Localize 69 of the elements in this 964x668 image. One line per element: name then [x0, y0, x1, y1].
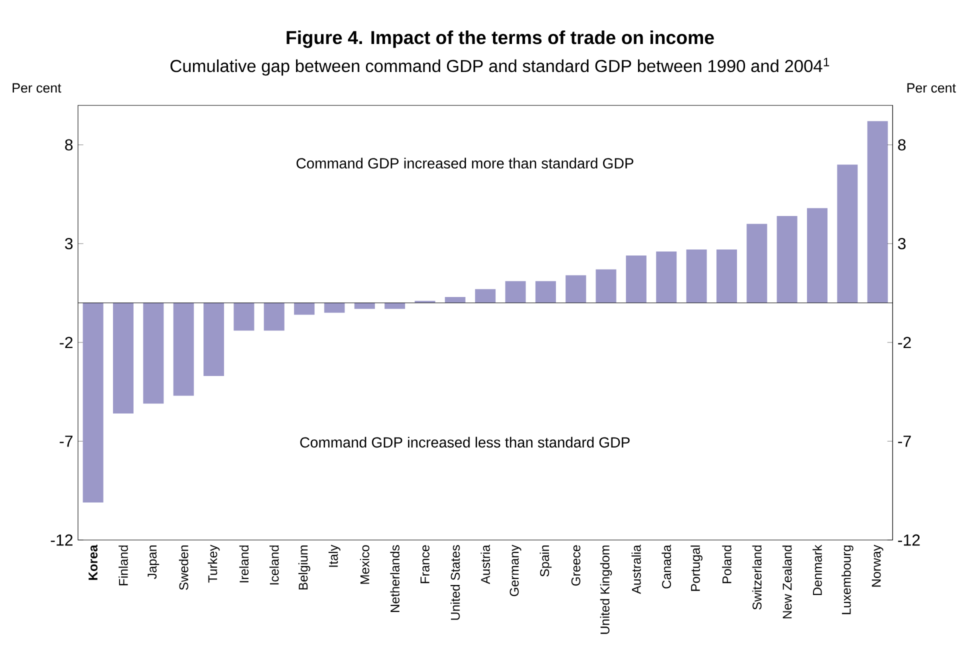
x-tick-label: Greece [571, 545, 580, 586]
bar [475, 289, 496, 303]
x-tick-label: Denmark [812, 544, 822, 596]
bar [656, 252, 677, 303]
y-tick-label: -12 [50, 534, 72, 546]
x-tick-label: Canada [662, 544, 672, 588]
x-tick-label: France [420, 545, 430, 584]
bar [505, 281, 526, 303]
chart-subtitle: Cumulative gap between command GDP and standard GDP between 1990 and 2004$^{1}$ [170, 58, 830, 76]
y2-tick-label: -2 [898, 336, 911, 348]
x-tick-label: Japan [148, 546, 160, 580]
bar [82, 302, 104, 502]
x-tick-label: Switzerland [752, 546, 762, 610]
x-tick-label: Australia [632, 544, 641, 594]
chart-title: Figure 4. Impact of the terms of trade on income [286, 30, 714, 48]
y2-axis-title: Per cent [907, 83, 956, 93]
x-tick-label: United States [450, 545, 460, 620]
bar [113, 302, 134, 414]
y2-tick-label: 3 [898, 238, 906, 250]
x-tick-label: Belgium [298, 546, 310, 590]
bar [234, 302, 254, 331]
x-tick-label: Luxembourg [842, 546, 854, 614]
y-axis-title: Per cent [12, 83, 62, 93]
annotation: Command GDP increased less than standard GDP [300, 436, 630, 448]
bar [716, 250, 737, 303]
x-tick-label: Korea [88, 544, 98, 580]
x-tick-label: Germany [510, 544, 522, 596]
x-tick-label: Ireland [239, 546, 249, 582]
bar [143, 302, 164, 404]
x-tick-label: New Zealand [782, 546, 792, 618]
bar [566, 275, 586, 303]
x-tick-label: Finland [118, 546, 128, 586]
x-tick-label: Mexico [360, 545, 370, 584]
x-tick-label: United Kingdom [600, 546, 612, 634]
bar [264, 302, 284, 331]
x-tick-label: Italy [328, 544, 340, 567]
bar [776, 216, 798, 303]
bar [204, 302, 224, 376]
bar [354, 302, 375, 309]
bar [746, 224, 768, 303]
bar [324, 302, 345, 313]
y2-tick-label: 8 [898, 139, 906, 150]
x-tick-label: Austria [480, 544, 490, 584]
bar [596, 269, 616, 303]
bar [173, 302, 194, 396]
y-tick-label: 8 [65, 139, 73, 150]
x-tick-label: Norway [872, 544, 884, 587]
x-tick-label: Iceland [269, 546, 279, 584]
bar [294, 302, 315, 315]
bar [535, 281, 556, 303]
x-tick-label: Poland [722, 546, 732, 584]
bar [626, 255, 646, 303]
y-tick-label: -7 [60, 436, 72, 447]
x-tick-label: Netherlands [390, 545, 400, 612]
bar [837, 164, 858, 303]
x-tick-label: Turkey [208, 544, 220, 583]
y2-tick-label: -12 [898, 534, 920, 546]
y2-tick-label: -7 [898, 436, 911, 447]
x-tick-label: Portugal [690, 546, 702, 591]
bar [384, 302, 406, 309]
bar [686, 250, 707, 303]
bar [867, 121, 888, 303]
bar [806, 208, 828, 303]
y-tick-label: -2 [60, 336, 72, 348]
x-tick-label: Spain [540, 546, 552, 577]
bar [444, 296, 466, 303]
x-tick-label: Sweden [178, 546, 188, 590]
annotation: Command GDP increased more than standard GDP [296, 158, 634, 169]
y-tick-label: 3 [65, 238, 73, 250]
